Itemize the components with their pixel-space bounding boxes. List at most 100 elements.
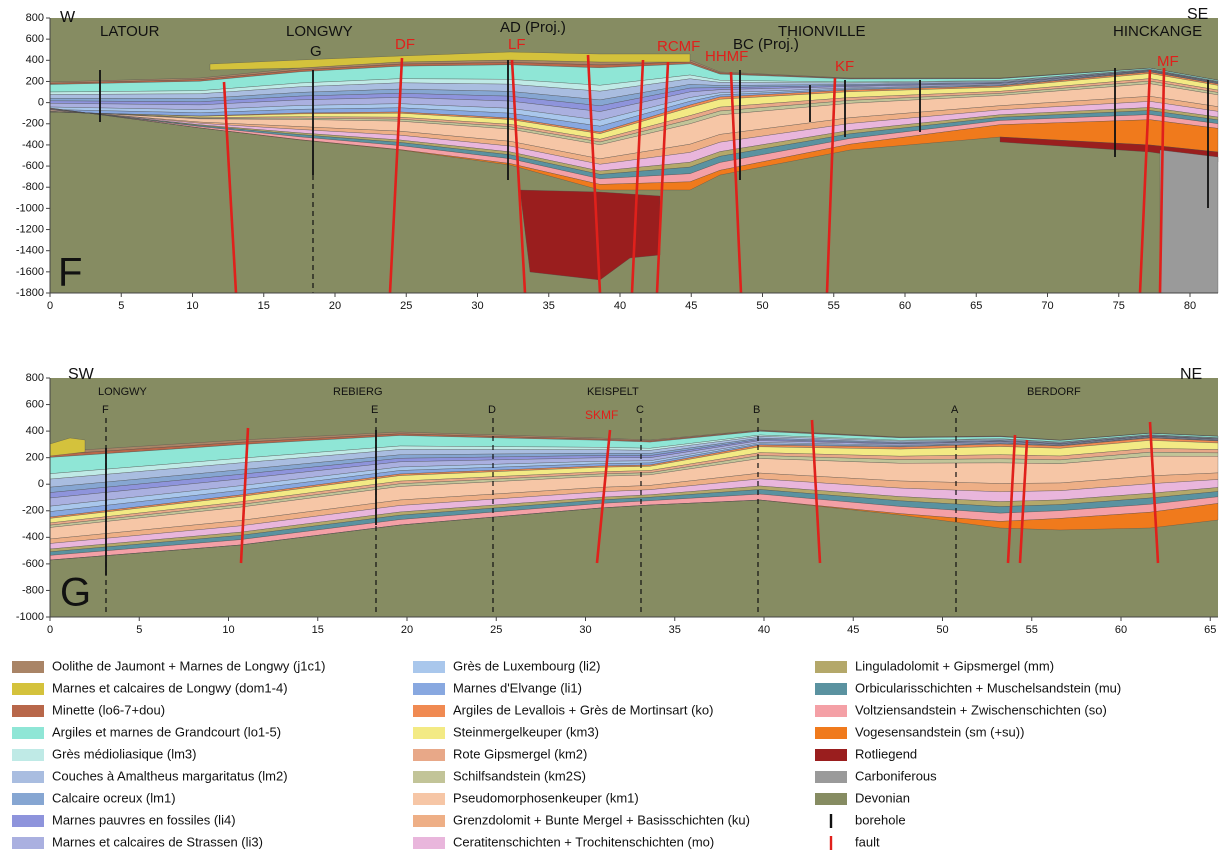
place-label: LATOUR <box>100 23 160 40</box>
legend-label: Calcaire ocreux (lm1) <box>52 790 176 805</box>
place-label: C <box>636 404 644 416</box>
y-tick-label: -800 <box>22 181 44 193</box>
place-label: LONGWY <box>286 23 353 40</box>
x-tick-label: 80 <box>1184 300 1196 312</box>
legend-swatch <box>413 727 445 739</box>
x-tick-label: 60 <box>1115 624 1127 636</box>
x-tick-label: 0 <box>47 624 53 636</box>
place-label: G <box>310 43 322 60</box>
x-tick-label: 65 <box>970 300 982 312</box>
x-tick-label: 40 <box>614 300 626 312</box>
x-tick-label: 45 <box>847 624 859 636</box>
legend-swatch <box>12 815 44 827</box>
legend-swatch <box>815 727 847 739</box>
legend-swatch <box>12 837 44 849</box>
y-tick-label: 600 <box>26 398 44 410</box>
x-tick-label: 55 <box>828 300 840 312</box>
fault-label: SKMF <box>585 408 618 422</box>
legend-label: Rote Gipsmergel (km2) <box>453 746 587 761</box>
legend-swatch <box>12 749 44 761</box>
place-label: B <box>753 404 760 416</box>
legend-swatch <box>413 771 445 783</box>
legend-swatch <box>413 749 445 761</box>
legend-label: Linguladolomit + Gipsmergel (mm) <box>855 658 1054 673</box>
y-tick-label: -1800 <box>16 287 44 299</box>
legend-label: Oolithe de Jaumont + Marnes de Longwy (j… <box>52 658 326 673</box>
legend-label: Carboniferous <box>855 768 937 783</box>
y-tick-label: 800 <box>26 372 44 384</box>
legend-swatch <box>815 661 847 673</box>
fault-label: RCMF <box>657 38 700 55</box>
x-tick-label: 60 <box>899 300 911 312</box>
geologic-layer <box>1160 150 1218 293</box>
x-tick-label: 30 <box>579 624 591 636</box>
panel-letter: F <box>58 251 82 295</box>
x-tick-label: 5 <box>136 624 142 636</box>
legend-label: Rotliegend <box>855 746 917 761</box>
figure: 0510152025303540455055606570758080060040… <box>0 0 1227 852</box>
y-tick-label: -1200 <box>16 223 44 235</box>
x-tick-label: 20 <box>329 300 341 312</box>
cross-section-panel: 051015202530354045505560658006004002000-… <box>16 366 1218 636</box>
legend-swatch <box>413 837 445 849</box>
x-tick-label: 30 <box>471 300 483 312</box>
legend-label: Schilfsandstein (km2S) <box>453 768 586 783</box>
place-label: REBIERG <box>333 386 383 398</box>
y-tick-label: -800 <box>22 584 44 596</box>
x-tick-label: 55 <box>1026 624 1038 636</box>
place-label: THIONVILLE <box>778 23 866 40</box>
y-tick-label: 200 <box>26 75 44 87</box>
place-label: W <box>60 9 76 26</box>
fault-label: KF <box>835 58 854 75</box>
legend-label: fault <box>855 834 880 849</box>
place-label: D <box>488 404 496 416</box>
legend-label: Marnes pauvres en fossiles (li4) <box>52 812 236 827</box>
legend-label: Grenzdolomit + Bunte Mergel + Basisschic… <box>453 812 750 827</box>
legend: Oolithe de Jaumont + Marnes de Longwy (j… <box>12 658 1121 850</box>
legend-swatch <box>413 683 445 695</box>
legend-label: Marnes d'Elvange (li1) <box>453 680 582 695</box>
legend-label: Minette (lo6-7+dou) <box>52 702 165 717</box>
y-tick-label: 0 <box>38 478 44 490</box>
x-tick-label: 20 <box>401 624 413 636</box>
fault-label: LF <box>508 36 526 53</box>
legend-swatch <box>12 727 44 739</box>
x-tick-label: 25 <box>490 624 502 636</box>
y-tick-label: -400 <box>22 139 44 151</box>
place-label: A <box>951 404 959 416</box>
place-label: HINCKANGE <box>1113 23 1202 40</box>
place-label: LONGWY <box>98 386 148 398</box>
x-tick-label: 25 <box>400 300 412 312</box>
legend-swatch <box>815 749 847 761</box>
legend-swatch <box>413 705 445 717</box>
y-tick-label: -600 <box>22 558 44 570</box>
place-label: AD (Proj.) <box>500 19 566 36</box>
legend-label: Voltziensandstein + Zwischenschichten (s… <box>855 702 1107 717</box>
place-label: BERDORF <box>1027 386 1081 398</box>
y-tick-label: 0 <box>38 97 44 109</box>
legend-swatch <box>413 793 445 805</box>
y-tick-label: -200 <box>22 505 44 517</box>
x-tick-label: 35 <box>543 300 555 312</box>
legend-label: Devonian <box>855 790 910 805</box>
y-tick-label: 400 <box>26 54 44 66</box>
legend-swatch <box>413 815 445 827</box>
legend-label: Steinmergelkeuper (km3) <box>453 724 599 739</box>
y-tick-label: 600 <box>26 33 44 45</box>
legend-swatch <box>815 771 847 783</box>
y-tick-label: -1000 <box>16 611 44 623</box>
legend-label: Marnes et calcaires de Longwy (dom1-4) <box>52 680 288 695</box>
y-tick-label: -200 <box>22 118 44 130</box>
place-label: NE <box>1180 366 1202 383</box>
legend-label: Vogesensandstein (sm (+su)) <box>855 724 1024 739</box>
legend-label: borehole <box>855 812 906 827</box>
x-tick-label: 50 <box>936 624 948 636</box>
y-tick-label: -400 <box>22 531 44 543</box>
fault-label: MF <box>1157 53 1179 70</box>
legend-swatch <box>12 793 44 805</box>
place-label: F <box>102 404 109 416</box>
x-tick-label: 15 <box>258 300 270 312</box>
x-tick-label: 70 <box>1041 300 1053 312</box>
legend-swatch <box>12 661 44 673</box>
